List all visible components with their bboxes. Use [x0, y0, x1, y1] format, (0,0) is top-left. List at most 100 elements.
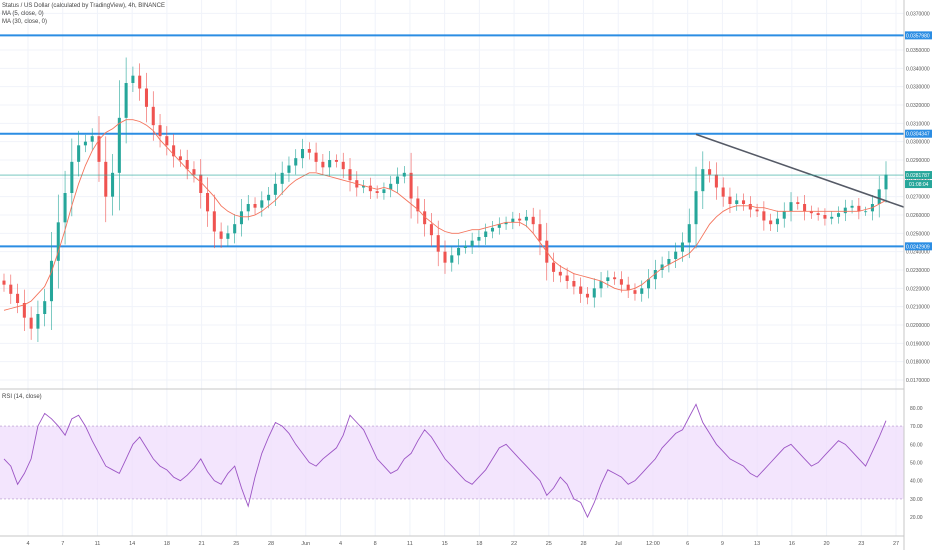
level-tag: [905, 31, 932, 40]
candle: [694, 166, 698, 249]
candle: [714, 162, 718, 200]
candle-body: [144, 88, 149, 107]
candle: [789, 192, 793, 222]
candle: [640, 280, 644, 302]
candle: [762, 201, 766, 231]
price-tick-label: 0.0190000: [906, 341, 930, 347]
time-tick-label: 18: [164, 541, 170, 547]
candle-body: [362, 185, 366, 188]
candle-body: [321, 161, 325, 168]
time-tick-label: 13: [754, 541, 760, 547]
trendline[interactable]: [695, 133, 905, 208]
candle-body: [504, 222, 508, 225]
candle-body: [172, 145, 176, 157]
candle: [443, 240, 447, 274]
candle: [131, 66, 135, 92]
price-tick-label: 0.0250000: [906, 231, 930, 237]
candle: [674, 242, 678, 268]
candle-body: [721, 187, 725, 197]
candle: [29, 306, 33, 340]
time-axis[interactable]: 4 7 11 14 18 21 25 28 Jun 4 8 11 15 18 22 25 28 Jul 12:00 6…: [26, 541, 899, 547]
candle-body: [226, 233, 230, 239]
candle-body: [538, 224, 542, 241]
level-tags: 0.0357980 0.0304347 0.0242909 0.0281787 01:0…: [905, 31, 932, 251]
candle-body: [565, 275, 569, 281]
candle-body: [294, 158, 298, 166]
candle-body: [585, 293, 590, 298]
candle: [647, 269, 651, 299]
candle: [90, 128, 94, 150]
candle: [667, 251, 671, 273]
candle: [857, 197, 861, 220]
candle-body: [70, 161, 74, 193]
candle-body: [782, 211, 786, 219]
candle-body: [769, 220, 773, 225]
candle-body: [409, 172, 413, 199]
time-tick-label: 12:00: [646, 541, 660, 547]
candle-body: [714, 174, 718, 188]
price-axis-bg[interactable]: [904, 0, 932, 550]
candle-body: [626, 284, 630, 291]
candle-body: [9, 284, 13, 294]
candle-body: [796, 202, 800, 204]
candle: [450, 246, 454, 272]
candle-body: [16, 293, 20, 303]
candle-body: [416, 198, 420, 212]
candle-body: [457, 248, 461, 256]
candle: [280, 161, 284, 196]
candle-body: [579, 286, 583, 294]
candle: [877, 175, 881, 218]
candle-body: [463, 246, 467, 248]
candle-body: [402, 172, 406, 177]
candle: [287, 156, 291, 182]
candle-body: [253, 204, 257, 208]
candle-body: [823, 215, 827, 219]
rsi-tick-label: 60.00: [910, 442, 923, 448]
candle: [43, 288, 47, 327]
candle-body: [701, 169, 705, 192]
candle-body: [572, 281, 576, 287]
candle-body: [77, 145, 81, 162]
candle: [511, 211, 515, 230]
time-tick-label: 4: [26, 541, 29, 547]
candle-body: [49, 260, 54, 302]
candle-body: [158, 125, 162, 137]
candle: [314, 142, 318, 172]
candle-body: [199, 174, 203, 193]
candle-body: [300, 149, 305, 159]
price-tick-label: 0.0310000: [906, 121, 930, 127]
rsi-line: [3, 403, 887, 519]
candle: [531, 207, 535, 234]
candle-body: [694, 191, 698, 225]
candle: [36, 300, 40, 343]
ma30-line: [3, 119, 887, 311]
candle: [836, 206, 841, 224]
ma2-legend: MA (30, close, 0): [2, 19, 48, 25]
candle: [144, 72, 149, 123]
time-tick-label: 7: [61, 541, 64, 547]
rsi-tick-label: 80.00: [910, 406, 923, 412]
candle: [884, 161, 888, 203]
candle: [816, 207, 820, 221]
candle-body: [104, 161, 108, 197]
ma1-legend: MA (5, close, 0): [2, 11, 44, 17]
candle-body: [436, 235, 440, 252]
level-tag-label: 0.0357980: [906, 33, 930, 39]
candle: [56, 194, 60, 289]
candle-body: [219, 231, 223, 239]
candle: [362, 179, 366, 194]
candle: [226, 225, 230, 247]
candle: [260, 191, 264, 217]
horizontal-levels[interactable]: [0, 34, 904, 248]
candle: [470, 232, 474, 255]
candle: [423, 199, 427, 237]
candle-body: [558, 271, 562, 276]
candle-body: [728, 196, 732, 204]
candle-body: [864, 211, 868, 213]
candle: [708, 161, 712, 183]
candle-body: [667, 259, 671, 265]
candle: [660, 256, 664, 278]
candle: [728, 187, 732, 213]
candle-body: [375, 191, 379, 193]
